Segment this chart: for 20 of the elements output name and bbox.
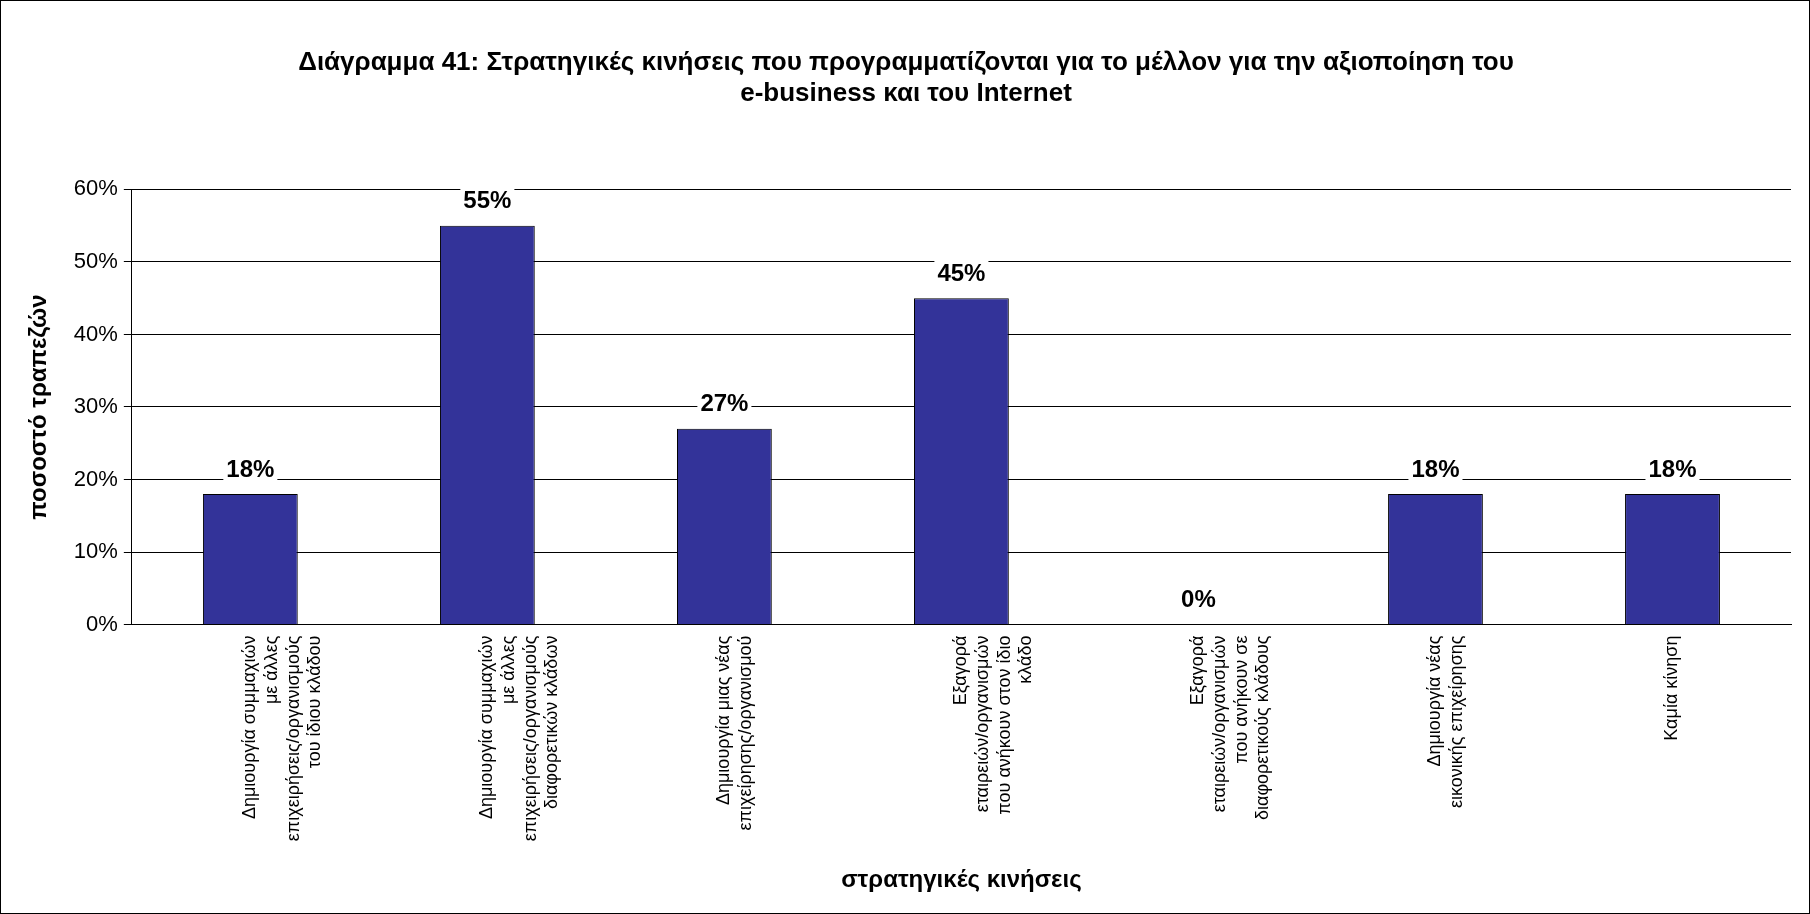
y-tick-label: 0% [86, 610, 118, 636]
y-tick-label: 30% [73, 393, 118, 419]
y-tick-label: 40% [73, 320, 118, 346]
x-axis-title: στρατηγικές κινήσεις [841, 865, 1082, 893]
data-label: 18% [1648, 454, 1697, 482]
data-label: 18% [226, 454, 275, 482]
data-label: 55% [463, 186, 512, 214]
x-tick-label: Δημιουργία συμμαχιών με άλλες επιχειρήσεις/οργανισμούς του ίδιου κλάδου [239, 635, 325, 842]
y-tick-label: 50% [73, 247, 118, 273]
data-label: 18% [1411, 454, 1460, 482]
data-label: 45% [937, 258, 986, 286]
x-tick-label: Καμία κίνηση [1661, 635, 1682, 741]
data-label: 27% [700, 389, 749, 417]
data-label: 0% [1181, 585, 1216, 613]
y-axis-title: ποσοστό τραπεζών [24, 294, 52, 520]
chart-title: Διάγραμμα 41: Στρατηγικές κινήσεις που προγραμματίζονται για το μέλλον για την αξιοποίηση του e-business και του Internet [298, 45, 1514, 107]
x-tick-label: Εξαγορά εταιρειών/οργανισμών που ανήκουν στον ίδιο κλάδο [950, 635, 1036, 815]
y-tick-label: 20% [73, 465, 118, 491]
y-tick-label: 60% [73, 175, 118, 201]
y-tick-label: 10% [73, 538, 118, 564]
